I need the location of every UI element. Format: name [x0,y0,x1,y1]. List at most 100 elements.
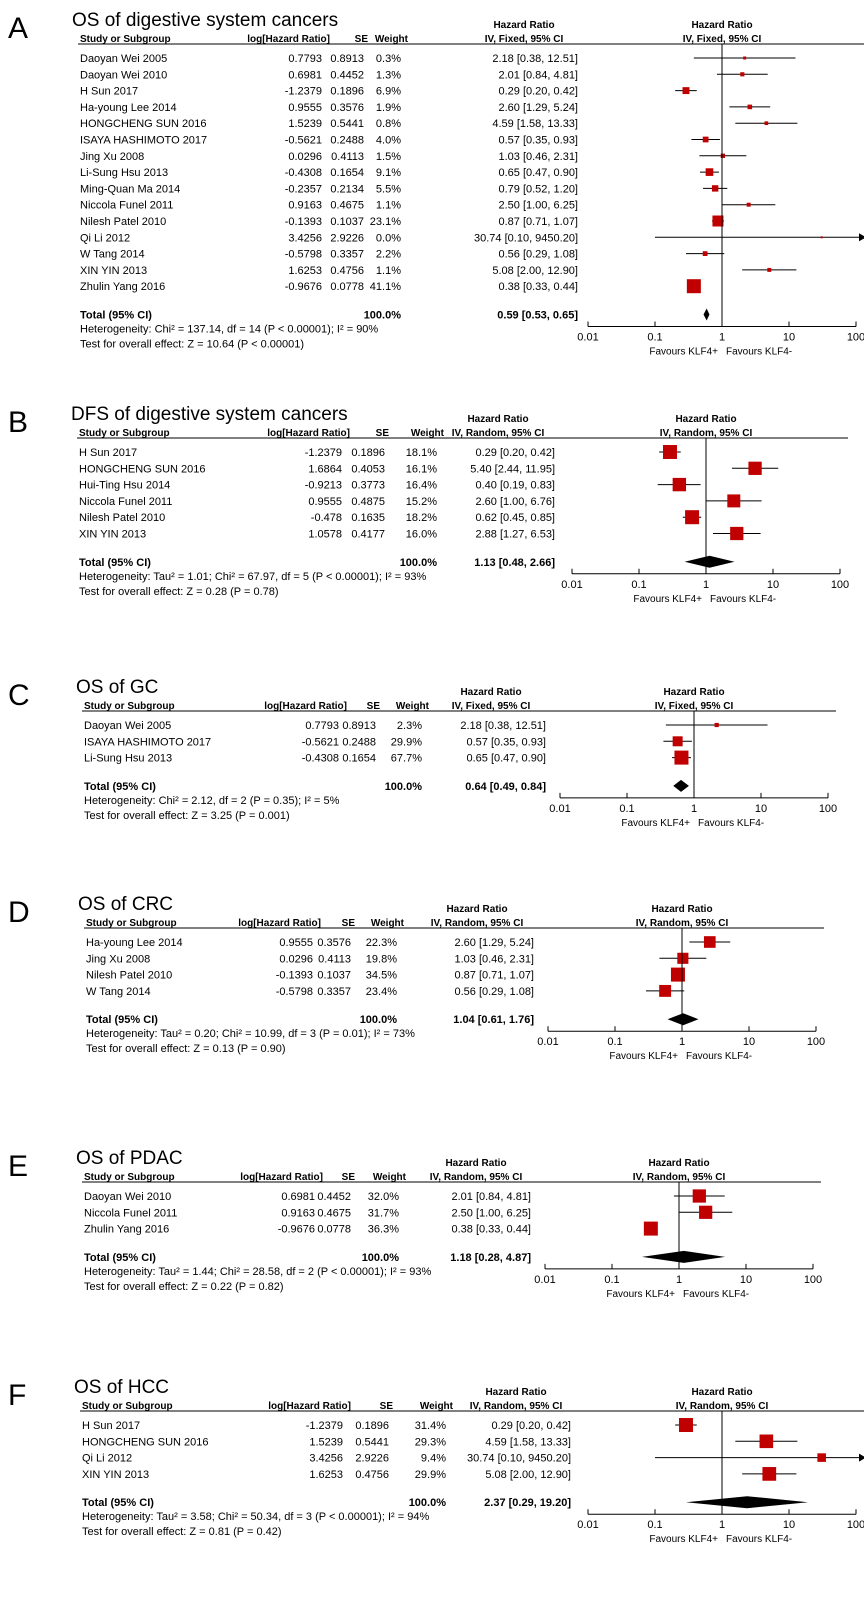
hr-marker [711,185,719,192]
favours-left-label: Favours KLF4+ [621,818,690,829]
se-value: 0.1037 [317,970,351,982]
loghr-value: -1.2379 [305,447,342,459]
hr-ci-value: 30.74 [0.10, 9450.20] [467,1453,571,1465]
hr-marker [747,104,753,110]
weight-value: 0.3% [376,53,401,65]
total-row: Total (95% CI) 100.0% 1.13 [0.48, 2.66] [79,555,735,569]
x-tick-label: 10 [783,332,795,344]
weight-value: 2.3% [397,720,422,732]
se-value: 2.9226 [355,1453,389,1465]
weight-column-header: Weight [375,34,409,45]
panel-title: OS of GC [76,677,158,698]
hr-ci-value: 2.88 [1.27, 6.53] [475,529,555,541]
hr-marker [820,236,823,239]
hazard-ratio-plot-header: Hazard Ratio [648,1158,709,1169]
study-name: Daoyan Wei 2005 [84,720,171,732]
hr-ci-value: 2.60 [1.29, 5.24] [454,937,534,949]
weight-value: 16.0% [406,529,437,541]
study-row: Zhulin Yang 2016 -0.9676 0.0778 41.1% 0.38 [… [80,279,701,294]
weight-value: 15.2% [406,496,437,508]
method-plot-header: IV, Fixed, 95% CI [683,34,762,45]
se-value: 0.4113 [331,151,364,163]
pooled-diamond [667,1013,699,1026]
hazard-ratio-header: Hazard Ratio [493,20,554,31]
x-tick-label: 1 [703,579,709,591]
hr-marker [702,251,708,256]
study-name: Qi Li 2012 [82,1453,132,1465]
study-row: HONGCHENG SUN 2016 1.5239 0.5441 29.3% 4.59 … [82,1434,798,1448]
weight-value: 9.4% [421,1453,446,1465]
hr-ci-value: 0.65 [0.47, 0.90] [466,753,546,765]
weight-value: 0.0% [376,232,401,244]
study-column-header: Study or Subgroup [82,1401,173,1412]
hr-ci-value: 2.60 [1.00, 6.76] [475,496,555,508]
study-column-header: Study or Subgroup [84,1172,175,1183]
panel-letter: C [8,679,30,712]
hr-ci-value: 1.03 [0.46, 2.31] [498,151,578,163]
x-tick-label: 100 [847,332,864,344]
hr-marker [727,494,741,508]
loghr-value: -0.5798 [285,249,322,261]
x-tick-label: 0.1 [604,1274,619,1286]
x-tick-label: 100 [804,1274,822,1286]
favours-right-label: Favours KLF4- [686,1051,752,1062]
study-row: ISAYA HASHIMOTO 2017 -0.5621 0.2488 29.9% 0.… [84,736,692,748]
loghr-value: -0.5798 [276,986,313,998]
se-value: 0.1654 [330,167,364,179]
se-value: 0.1896 [355,1420,389,1432]
hr-ci-value: 0.38 [0.33, 0.44] [451,1224,531,1236]
weight-value: 2.2% [376,249,401,261]
hr-marker [712,215,724,227]
x-tick-label: 0.01 [561,579,582,591]
favours-left-label: Favours KLF4+ [649,347,718,358]
loghr-value: 0.6981 [288,69,322,81]
study-name: Jing Xu 2008 [80,151,144,163]
loghr-value: -0.4308 [285,167,322,179]
panel-c: C OS of GC Hazard Ratio Hazard Ratio Study o… [8,677,837,829]
panel-title: OS of CRC [78,894,173,915]
method-plot-header: IV, Random, 95% CI [636,918,729,929]
panel-title: OS of digestive system cancers [72,10,338,31]
study-name: Zhulin Yang 2016 [84,1224,169,1236]
study-row: Daoyan Wei 2010 0.6981 0.4452 32.0% 2.01 [0.… [84,1189,725,1203]
se-value: 0.2488 [342,736,376,748]
study-row: Nilesh Patel 2010 -0.478 0.1635 18.2% 0.62 [… [79,510,702,525]
weight-value: 4.0% [376,135,401,147]
hr-ci-value: 0.79 [0.52, 1.20] [498,183,578,195]
study-row: ISAYA HASHIMOTO 2017 -0.5621 0.2488 4.0% 0.5… [80,135,720,147]
se-value: 0.3773 [351,480,385,492]
loghr-value: -0.1393 [285,216,322,228]
se-value: 0.5441 [355,1436,389,1448]
hr-marker [705,168,714,176]
method-header: IV, Random, 95% CI [430,1172,523,1183]
x-tick-label: 0.1 [647,332,662,344]
study-row: Jing Xu 2008 0.0296 0.4113 1.5% 1.03 [0.46, … [80,151,747,163]
weight-value: 31.7% [368,1207,399,1219]
overall-effect-text: Test for overall effect: Z = 0.81 (P = 0… [82,1526,282,1538]
panel-letter: D [8,896,30,929]
se-value: 0.3576 [330,102,364,114]
pooled-diamond [673,779,689,792]
se-value: 0.4675 [317,1207,351,1219]
total-weight: 100.0% [400,557,438,569]
method-plot-header: IV, Random, 95% CI [633,1172,726,1183]
hazard-ratio-plot-header: Hazard Ratio [691,1387,752,1398]
study-name: Daoyan Wei 2010 [80,69,167,81]
method-plot-header: IV, Random, 95% CI [660,428,753,439]
loghr-value: -0.478 [311,512,342,524]
hr-ci-value: 0.40 [0.19, 0.83] [475,480,555,492]
se-value: 0.4113 [318,953,351,965]
favours-left-label: Favours KLF4+ [633,594,702,605]
se-column-header: SE [342,1172,356,1183]
hr-marker [686,279,701,294]
study-name: W Tang 2014 [86,986,151,998]
se-value: 0.5441 [330,118,364,130]
loghr-value: -0.5621 [285,135,322,147]
x-tick-label: 0.1 [631,579,646,591]
hr-ci-value: 2.60 [1.29, 5.24] [498,102,578,114]
se-value: 0.4756 [330,265,364,277]
se-value: 0.4177 [351,529,385,541]
loghr-value: 0.0296 [288,151,322,163]
x-tick-label: 0.1 [647,1519,662,1531]
